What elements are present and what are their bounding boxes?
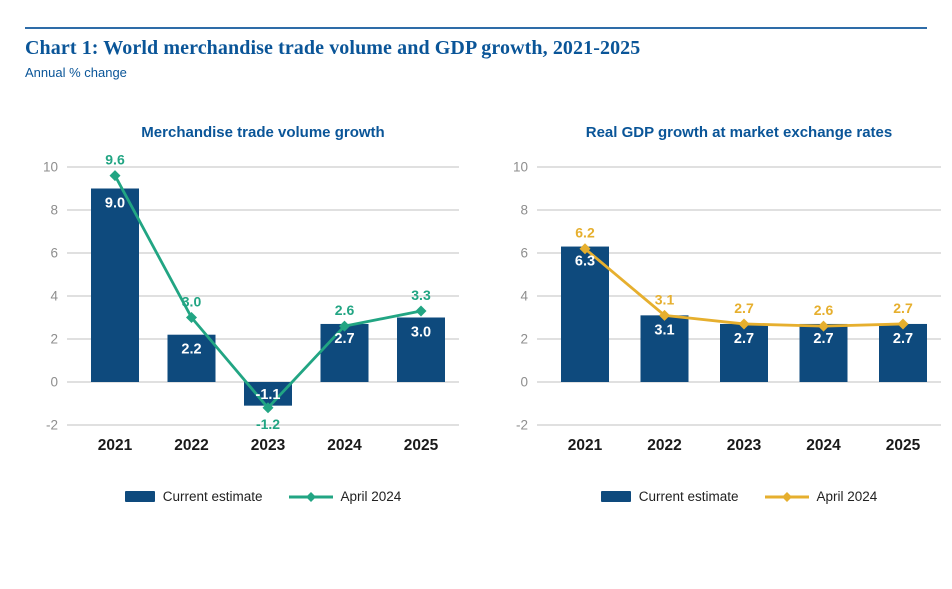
chart-title-merchandise: Merchandise trade volume growth [141,124,385,141]
y-tick-label: 10 [43,160,58,175]
x-tick-label: 2025 [886,437,921,454]
bar-value-label: 2.7 [734,331,754,347]
y-tick-label: 8 [520,203,528,218]
y-tick-label: 4 [520,289,528,304]
bar-value-label: 2.7 [813,331,833,347]
chart-real-gdp-growth: Real GDP growth at market exchange rates… [495,124,947,504]
marker-diamond-icon [659,309,670,321]
bar [879,323,927,382]
bar-swatch-icon [600,491,631,502]
bar [640,315,689,382]
bar [244,382,292,406]
y-tick-label: 0 [520,375,528,390]
x-tick-label: 2024 [327,437,362,454]
y-tick-label: 10 [513,160,528,175]
y-tick-label: 2 [520,332,528,347]
marker-diamond-icon [579,243,591,255]
legend-merchandise: Current estimate April 2024 [61,489,465,504]
legend-label-current-estimate: Current estimate [162,489,263,504]
y-tick-label: -2 [516,418,528,433]
point-value-label: 2.7 [734,300,754,316]
y-tick-label: 4 [50,289,58,304]
bar-value-label: 3.0 [411,325,431,341]
point-value-label: 2.7 [893,300,913,316]
marker-diamond-icon [415,305,427,317]
x-tick-label: 2023 [727,437,762,454]
page: Chart 1: World merchandise trade volume … [0,27,952,504]
legend-item-current-estimate: Current estimate [600,489,739,504]
page-title: Chart 1: World merchandise trade volume … [25,37,641,59]
line-swatch-icon [764,491,809,502]
bar-swatch-icon [124,491,155,502]
y-tick-label: 6 [520,246,528,261]
bar-value-label: 9.0 [105,196,125,212]
x-tick-label: 2022 [174,437,208,454]
bar-value-label: 6.3 [575,254,595,270]
marker-diamond-icon [897,318,909,330]
point-value-label: -1.2 [256,416,280,432]
legend-item-april-2024: April 2024 [288,489,402,504]
y-tick-label: -2 [46,418,58,433]
marker-diamond-icon [262,402,274,414]
marker-diamond-icon [186,312,197,323]
y-tick-label: 8 [50,203,58,218]
bar-value-label: 2.7 [893,331,913,347]
legend-item-april-2024: April 2024 [764,489,878,504]
point-value-label: 2.6 [335,302,355,318]
bar [799,323,848,382]
marker-diamond-icon [818,320,829,332]
bar [561,246,609,382]
chart-title-gdp: Real GDP growth at market exchange rates [585,124,893,141]
point-value-label: 2.6 [814,302,834,318]
point-value-label: 6.2 [575,225,595,241]
y-tick-label: 2 [50,332,58,347]
y-tick-label: 0 [50,375,58,390]
bar-value-label: 2.7 [334,331,354,347]
x-tick-label: 2025 [404,437,439,454]
legend-label-april-2024: April 2024 [816,489,878,504]
charts-row: Merchandise trade volume growth 10 8 6 4 2 0 -… [25,124,941,504]
legend-label-current-estimate: Current estimate [638,489,739,504]
legend-gdp: Current estimate April 2024 [531,489,947,504]
merchandise-chart-canvas: 10 8 6 4 2 0 -2 9.0 2.2 -1.1 2.7 3.0 9.6 3.0 -1.2 2.6 3.… [43,152,459,454]
x-tick-label: 2024 [806,437,841,454]
line-swatch-icon [288,491,333,502]
gdp-chart-canvas: 10 8 6 4 2 0 -2 6.3 3.1 2.7 2.7 2.7 6.2 3.1 2.7 2.6 2.7 2… [513,160,941,454]
marker-diamond-icon [339,320,350,332]
bar [720,323,768,382]
top-rule [25,27,927,29]
bar-value-label: 3.1 [654,322,674,338]
bar [167,334,216,382]
legend-item-current-estimate: Current estimate [124,489,263,504]
y-tick-label: 6 [50,246,58,261]
point-value-label: 9.6 [105,152,125,168]
legend-label-april-2024: April 2024 [340,489,402,504]
chart-merchandise-trade-volume: Merchandise trade volume growth 10 8 6 4 2 0 -… [25,124,465,504]
legend-diamond-icon [305,491,316,502]
bar [397,317,445,382]
point-value-label: 3.0 [182,294,202,310]
marker-diamond-icon [738,318,750,330]
page-subtitle: Annual % change [25,65,127,80]
bar [91,188,139,382]
x-tick-label: 2023 [251,437,286,454]
bar [320,323,369,382]
bar-value-label: -1.1 [256,387,281,403]
legend-diamond-icon [781,491,792,502]
point-value-label: 3.1 [655,291,675,307]
x-tick-label: 2021 [98,437,133,454]
bar-value-label: 2.2 [181,342,201,358]
marker-diamond-icon [109,170,121,182]
x-tick-label: 2022 [647,437,681,454]
point-value-label: 3.3 [411,287,431,303]
x-tick-label: 2021 [568,437,603,454]
